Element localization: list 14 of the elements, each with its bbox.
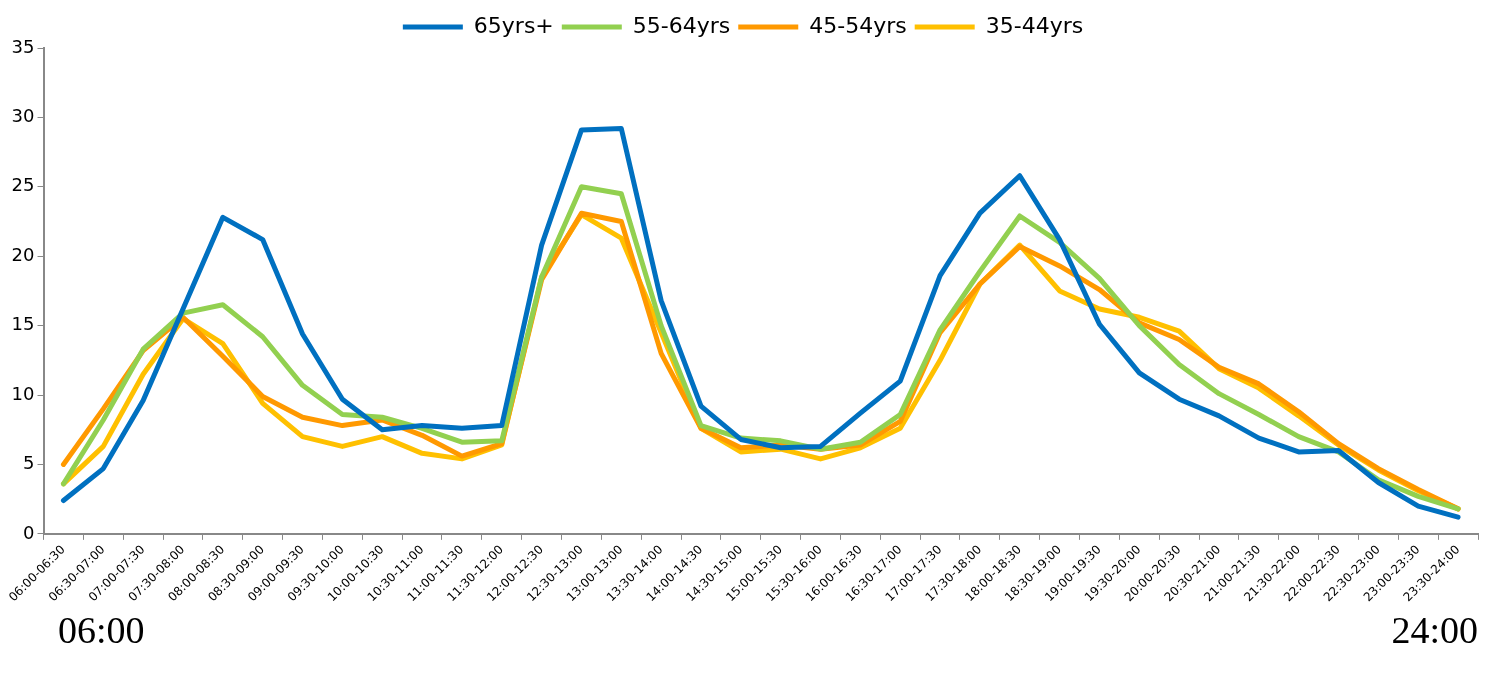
legend-label: 35-44yrs — [985, 12, 1084, 38]
y-tick-label: 30 — [11, 105, 35, 127]
text: 06:00 — [58, 608, 145, 652]
y-tick-label: 5 — [23, 452, 35, 474]
y-tick-label: 25 — [11, 174, 35, 196]
text: 24:00 — [1391, 608, 1478, 652]
legend-label: 55-64yrs — [632, 12, 731, 38]
legend-label: 65yrs+ — [473, 12, 554, 38]
y-tick-label: 0 — [23, 521, 35, 543]
y-tick-label: 20 — [11, 243, 35, 265]
legend-label: 45-54yrs — [809, 12, 907, 38]
y-tick-label: 15 — [11, 313, 35, 335]
y-tick-label: 35 — [11, 35, 35, 57]
y-tick-label: 10 — [11, 382, 35, 404]
